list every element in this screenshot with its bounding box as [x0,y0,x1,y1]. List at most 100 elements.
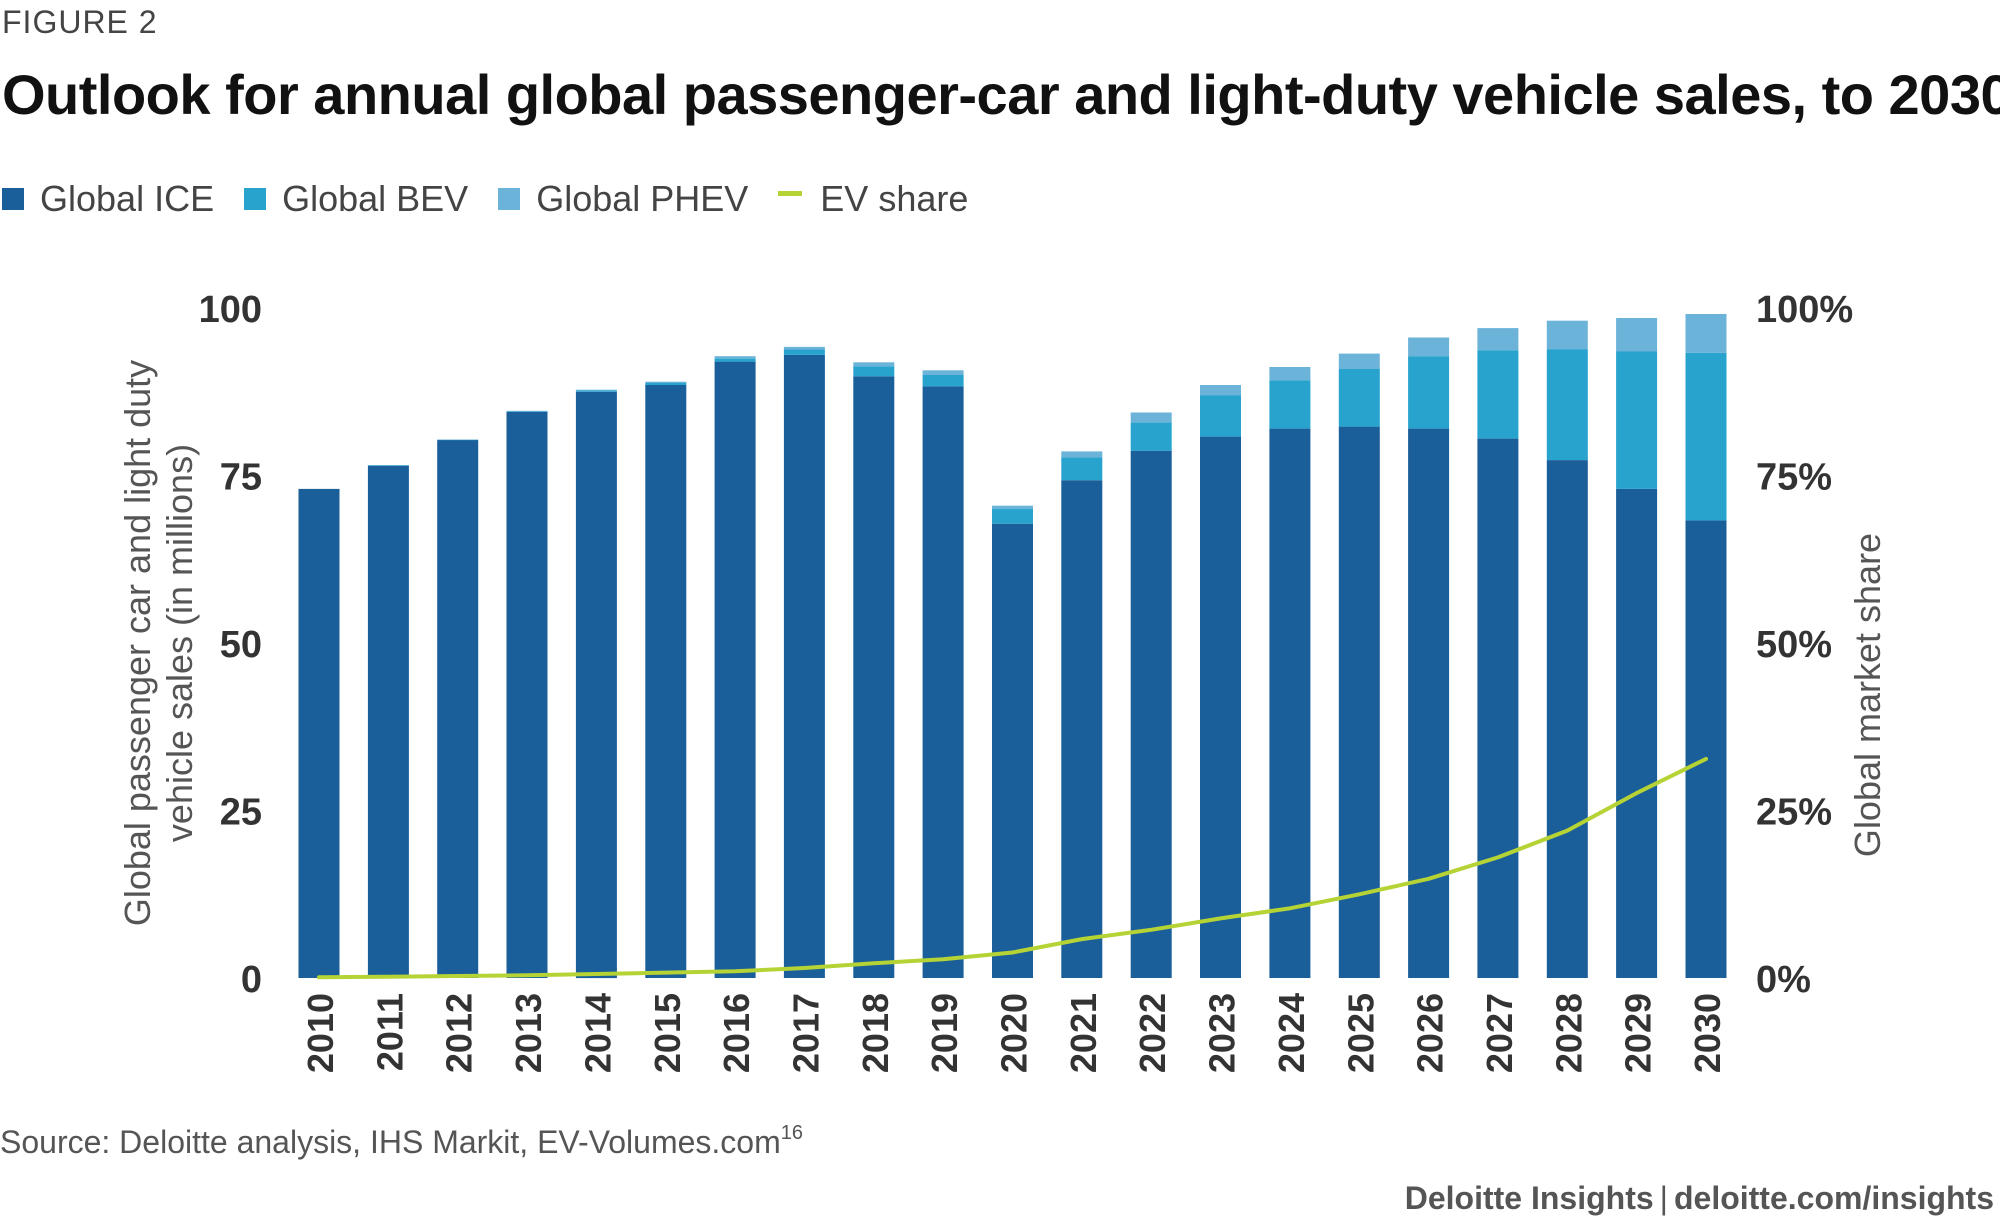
bar-global-bev-2017 [783,349,825,355]
bar-global-ice-2016 [714,361,756,979]
x-tick-2014: 2014 [577,993,618,1073]
ev-share-point-2012 [456,974,460,978]
credit: Deloitte Insights | deloitte.com/insights [1405,1180,1994,1217]
left-tick-100: 100 [199,289,262,331]
ev-share-point-2029 [1635,791,1639,795]
bar-global-ice-2023 [1200,436,1241,979]
bars-layer [298,314,1727,979]
x-tick-2030: 2030 [1687,993,1728,1073]
source-footnote: 16 [780,1122,803,1144]
credit-url[interactable]: deloitte.com/insights [1673,1180,1994,1216]
left-axis-label-line-2: vehicle sales (in millions) [159,444,200,842]
ev-share-point-2027 [1496,855,1500,859]
x-tick-2011: 2011 [369,993,410,1071]
source-text: Source: Deloitte analysis, IHS Markit, E… [0,1124,781,1160]
bar-global-phev-2024 [1269,367,1311,381]
legend-item-ev-share: EV share [778,178,968,220]
bar-global-phev-2026 [1408,337,1450,357]
bar-global-ice-2026 [1408,428,1450,979]
bar-global-ice-2018 [853,376,895,978]
left-axis-ticks: 100 75 50 25 0 [199,289,262,1001]
bar-global-phev-2030 [1685,314,1727,353]
legend-item-bev: Global BEV [244,178,468,220]
x-tick-2019: 2019 [924,993,965,1073]
right-tick-25pct: 25% [1756,792,1832,834]
bar-global-bev-2019 [922,375,964,387]
bar-global-ice-2027 [1477,438,1519,979]
bar-global-bev-2018 [853,366,895,377]
bar-global-bev-2027 [1477,350,1519,439]
ev-share-point-2017 [802,966,806,970]
bar-global-ice-2013 [506,411,548,978]
ev-share-point-2011 [386,975,390,979]
ev-share-point-2023 [1219,916,1222,920]
x-tick-2010: 2010 [300,993,341,1073]
bar-global-phev-2016 [714,356,756,359]
legend-swatch-phev [498,188,521,210]
bar-global-phev-2027 [1477,328,1519,351]
bar-global-phev-2015 [645,381,687,383]
bar-global-ice-2019 [922,386,964,978]
x-tick-2013: 2013 [508,993,549,1073]
bar-global-ice-2014 [575,391,617,979]
bar-global-phev-2025 [1338,353,1380,369]
legend-label-bev: Global BEV [282,178,469,219]
legend-swatch-bev [244,188,267,210]
bar-global-bev-2013 [506,411,548,412]
bar-global-phev-2017 [783,346,825,350]
ev-share-line-layer [317,756,1708,980]
bar-global-ice-2024 [1269,428,1311,979]
x-tick-2016: 2016 [716,993,757,1073]
right-tick-75pct: 75% [1756,457,1832,499]
x-tick-2027: 2027 [1479,993,1520,1073]
bar-global-phev-2023 [1200,385,1241,396]
x-tick-2025: 2025 [1340,993,1381,1073]
bar-global-bev-2022 [1130,422,1172,451]
left-tick-0: 0 [241,959,262,1001]
bar-global-phev-2021 [1061,451,1103,458]
ev-share-point-2016 [733,969,737,973]
bar-global-ice-2025 [1338,426,1380,979]
chart-title: Outlook for annual global passenger-car … [2,63,2000,126]
legend-item-phev: Global PHEV [498,178,748,220]
bar-global-bev-2030 [1685,352,1727,521]
left-axis-label-line-1: Global passenger car and light duty [117,360,158,926]
bar-global-bev-2014 [575,390,617,392]
bar-global-phev-2014 [575,389,617,391]
bar-global-bev-2024 [1269,380,1311,429]
bar-global-ice-2010 [298,488,340,978]
ev-share-point-2025 [1357,892,1361,896]
ev-share-point-2015 [664,971,668,975]
ev-share-point-2021 [1080,937,1084,941]
legend-label-ice: Global ICE [40,178,215,219]
legend-swatch-ice [2,188,24,210]
bar-global-bev-2015 [645,383,687,385]
x-tick-2024: 2024 [1271,993,1312,1073]
x-tick-2021: 2021 [1063,993,1104,1073]
x-tick-2028: 2028 [1548,993,1589,1073]
legend-label-phev: Global PHEV [536,178,749,219]
x-axis-ticks: 2010 2011 2012 2013 2014 2015 2016 2017 2018 2019… [300,993,1728,1073]
bar-global-bev-2026 [1408,356,1450,429]
bar-global-phev-2029 [1616,318,1658,352]
right-tick-50pct: 50% [1756,624,1832,666]
left-tick-75: 75 [220,457,262,499]
ev-share-point-2028 [1565,829,1569,833]
ev-share-point-2020 [1011,951,1014,954]
right-axis-label: Global market share [1847,533,1888,857]
ev-share-point-2019 [941,957,945,961]
bar-global-bev-2023 [1200,395,1241,437]
x-tick-2018: 2018 [855,993,896,1073]
ev-share-point-2030 [1704,757,1708,761]
left-tick-25: 25 [220,792,262,834]
figure-label: FIGURE 2 [2,4,158,40]
bar-global-phev-2020 [992,505,1033,510]
legend-item-ice: Global ICE [2,178,214,220]
left-axis-label: Global passenger car and light dutyvehic… [117,360,200,926]
x-tick-2023: 2023 [1202,993,1243,1073]
bar-global-phev-2018 [853,362,895,367]
bar-global-phev-2012 [437,439,479,440]
bar-global-ice-2022 [1130,450,1172,978]
bar-global-ice-2017 [783,354,825,978]
